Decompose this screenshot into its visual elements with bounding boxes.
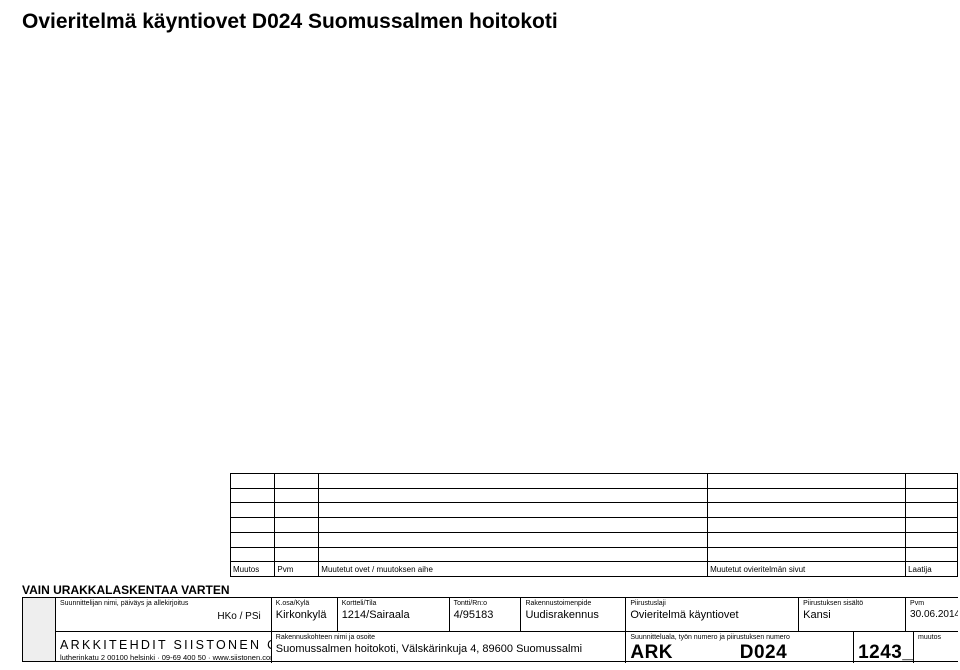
revision-header-row: Muutos Pvm Muutetut ovet / muutoksen aih… xyxy=(231,562,958,577)
firm-logo-box xyxy=(22,597,55,662)
content-cell: Piirustuksen sisältö Kansi xyxy=(799,598,906,631)
drawing-number: 1243_101 xyxy=(858,642,909,663)
work-number: D024 xyxy=(740,642,849,663)
district-value: Kirkonkylä xyxy=(276,608,333,622)
operation-label: Rakennustoimenpide xyxy=(525,599,621,608)
drawing-sheet: Ovieritelmä käyntiovet D024 Suomussalmen… xyxy=(0,0,960,670)
designer-label: Suunnittelijan nimi, päiväys ja allekirj… xyxy=(60,599,267,608)
district-cell: K.osa/Kylä Kirkonkylä xyxy=(272,598,338,631)
title-block: Suunnittelijan nimi, päiväys ja allekirj… xyxy=(55,597,958,662)
sheet-title: Ovieritelmä käyntiovet D024 Suomussalmen… xyxy=(22,10,558,34)
table-row xyxy=(231,503,958,518)
designer-cell: Suunnittelijan nimi, päiväys ja allekirj… xyxy=(56,598,272,631)
col-aihe: Muutetut ovet / muutoksen aihe xyxy=(319,562,708,577)
revision-table: Muutos Pvm Muutetut ovet / muutoksen aih… xyxy=(230,473,958,577)
content-label: Piirustuksen sisältö xyxy=(803,599,901,608)
drawing-type-value: Ovieritelmä käyntiovet xyxy=(630,608,794,622)
col-sivut: Muutetut ovieritelmän sivut xyxy=(708,562,906,577)
revision-cell: muutos xyxy=(914,632,958,664)
tender-note: VAIN URAKKALASKENTAA VARTEN xyxy=(22,583,230,597)
designer-value: HKo / PSi xyxy=(60,608,267,622)
revision-label: muutos xyxy=(918,633,954,642)
table-row xyxy=(231,518,958,533)
table-row xyxy=(231,532,958,547)
district-label: K.osa/Kylä xyxy=(276,599,333,608)
firm-address: lutherinkatu 2 00100 helsinki · 09-69 40… xyxy=(60,653,267,662)
discipline-code: ARK xyxy=(630,642,739,663)
site-label: Rakennuskohteen nimi ja osoite xyxy=(276,633,622,642)
operation-value: Uudisrakennus xyxy=(525,608,621,622)
date-value: 30.06.2014 xyxy=(910,608,954,622)
table-row xyxy=(231,488,958,503)
drawing-type-cell: Piirustuslaji Ovieritelmä käyntiovet xyxy=(626,598,799,631)
drawing-number-cell: 1243_101 xyxy=(854,632,914,664)
site-cell: Rakennuskohteen nimi ja osoite Suomussal… xyxy=(272,632,627,664)
table-row xyxy=(231,474,958,489)
plot-value: 4/95183 xyxy=(454,608,517,622)
title-block-row-2: ARKKITEHDIT SIISTONEN OY lutherinkatu 2 … xyxy=(56,631,958,664)
date-label: Pvm xyxy=(910,599,954,608)
discipline-cell: Suunnitteluala, työn numero ja piirustuk… xyxy=(626,632,854,664)
block-label: Kortteli/Tila xyxy=(342,599,445,608)
content-value: Kansi xyxy=(803,608,901,622)
discipline-label: Suunnitteluala, työn numero ja piirustuk… xyxy=(630,633,849,642)
site-value: Suomussalmen hoitokoti, Välskärinkuja 4,… xyxy=(276,642,622,656)
firm-name: ARKKITEHDIT SIISTONEN OY xyxy=(60,637,267,653)
block-value: 1214/Sairaala xyxy=(342,608,445,622)
block-cell: Kortteli/Tila 1214/Sairaala xyxy=(338,598,450,631)
drawing-type-label: Piirustuslaji xyxy=(630,599,794,608)
col-muutos: Muutos xyxy=(231,562,275,577)
title-block-row-1: Suunnittelijan nimi, päiväys ja allekirj… xyxy=(56,598,958,631)
plot-label: Tontti/Rn:o xyxy=(454,599,517,608)
operation-cell: Rakennustoimenpide Uudisrakennus xyxy=(521,598,626,631)
date-cell: Pvm 30.06.2014 xyxy=(906,598,958,631)
col-pvm: Pvm xyxy=(275,562,319,577)
plot-cell: Tontti/Rn:o 4/95183 xyxy=(450,598,522,631)
table-row xyxy=(231,547,958,562)
firm-cell: ARKKITEHDIT SIISTONEN OY lutherinkatu 2 … xyxy=(56,632,272,664)
col-laatija: Laatija xyxy=(906,562,958,577)
